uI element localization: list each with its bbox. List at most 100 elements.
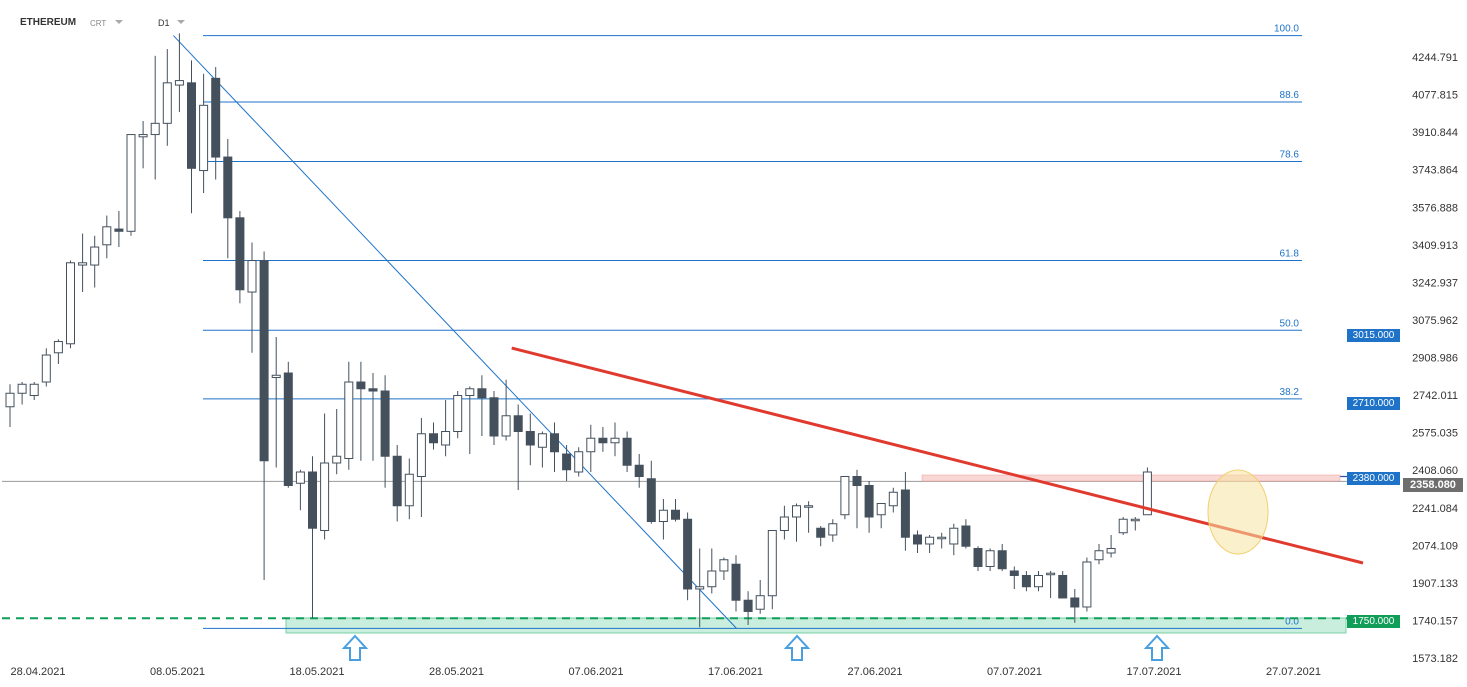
candle-body	[247, 260, 257, 293]
symbol-label[interactable]: ETHEREUM	[20, 17, 77, 28]
candle-body	[634, 464, 644, 477]
price-tag-2380: 2380.000	[1347, 472, 1400, 485]
candle-body	[792, 505, 801, 518]
candle-body	[1130, 518, 1140, 522]
y-tick-label: 1907.133	[1412, 578, 1458, 590]
resistance-zone	[921, 474, 1341, 482]
fibonacci-levels: 100.0 88.6 78.6 61.8 50.0 38.2 0.0	[203, 24, 1302, 629]
fib-diagonal	[173, 35, 737, 629]
candle-body	[985, 550, 995, 567]
candle-body	[622, 437, 632, 466]
current-price-tag: 2358.080	[1403, 478, 1463, 492]
price-tag-3015: 3015.000	[1347, 329, 1400, 342]
fib-diagonal-line	[173, 35, 737, 629]
x-tick-label: 08.05.2021	[150, 666, 205, 678]
y-tick-label: 3910.844	[1412, 127, 1458, 139]
fib-label-88.6: 88.6	[1280, 90, 1300, 101]
candle-body	[211, 77, 221, 158]
candle-body	[1082, 561, 1092, 608]
candle-body	[1058, 574, 1068, 599]
candle-body	[852, 475, 862, 486]
y-tick-label: 2575.035	[1412, 428, 1458, 440]
candle-body	[840, 475, 850, 516]
candle-body	[102, 226, 112, 246]
source-dropdown-icon[interactable]	[115, 20, 123, 24]
candle-body	[816, 527, 826, 538]
candle-body	[199, 104, 209, 172]
candle-body	[1106, 547, 1116, 554]
y-tick-label: 2241.084	[1412, 503, 1458, 515]
horizontal-levels	[2, 475, 1400, 620]
fib-label-61.8: 61.8	[1280, 249, 1300, 260]
candle-body	[695, 586, 705, 590]
candle-body	[755, 595, 765, 610]
candle-body	[17, 383, 27, 394]
candle-body	[1046, 572, 1056, 576]
candle-body	[344, 381, 354, 460]
candle-body	[683, 518, 693, 590]
candle-body	[574, 451, 584, 473]
candle-body	[223, 156, 233, 219]
candle-body	[477, 388, 487, 399]
candle-body	[404, 473, 414, 507]
candle-body	[828, 523, 838, 536]
candle-body	[1070, 597, 1080, 608]
support-arrows	[341, 634, 1171, 661]
candle-body	[162, 82, 172, 124]
timeframe-label[interactable]: D1	[158, 18, 170, 28]
candle-body	[174, 80, 184, 86]
candle-body	[90, 246, 100, 266]
x-tick-label: 17.07.2021	[1126, 666, 1181, 678]
source-label[interactable]: CRT	[90, 19, 107, 28]
candle-body	[380, 390, 390, 457]
candle-body	[900, 489, 910, 538]
candle-body	[997, 550, 1007, 570]
x-axis: 28.04.2021 08.05.2021 18.05.2021 28.05.2021…	[10, 666, 1321, 678]
candle-body	[126, 134, 136, 232]
fib-label-50.0: 50.0	[1280, 318, 1300, 329]
candle-body	[743, 599, 753, 612]
support-arrow-icon	[1143, 634, 1171, 661]
candle-body	[598, 437, 608, 444]
candle-body	[961, 525, 971, 547]
candle-body	[441, 431, 451, 446]
candle-body	[671, 509, 680, 520]
candle-body	[525, 431, 535, 446]
candle-body	[513, 415, 523, 433]
candle-body	[332, 455, 342, 464]
candle-body	[356, 381, 366, 390]
candle-body	[392, 455, 402, 507]
y-tick-label: 2742.011	[1413, 390, 1458, 402]
candle-body	[1009, 570, 1019, 576]
y-tick-label: 3743.864	[1412, 165, 1458, 177]
candle-body	[707, 570, 717, 588]
candle-body	[610, 437, 620, 444]
candle-body	[320, 462, 330, 531]
candle-body	[283, 372, 293, 486]
candle-body	[271, 374, 281, 379]
candle-body	[429, 433, 438, 444]
x-tick-label: 27.07.2021	[1266, 666, 1321, 678]
candle-body	[1021, 574, 1031, 588]
y-tick-label: 3242.937	[1412, 277, 1458, 289]
candle-body	[416, 433, 426, 477]
support-arrow-icon	[783, 634, 811, 661]
candle-body	[29, 383, 39, 397]
candle-body	[804, 505, 814, 508]
candle-body	[259, 260, 269, 462]
candle-body	[949, 527, 959, 545]
price-tag-1750: 1750.000	[1347, 615, 1400, 628]
y-axis: 4244.791 4077.815 3910.844 3743.864 3576.888…	[1412, 52, 1458, 665]
candle-body	[925, 536, 935, 545]
fib-label-78.6: 78.6	[1280, 150, 1300, 161]
candle-body	[1142, 471, 1152, 516]
x-tick-label: 28.04.2021	[10, 666, 65, 678]
candles	[5, 33, 1152, 628]
candle-body	[1118, 518, 1128, 534]
candle-body	[41, 354, 51, 383]
candle-body	[888, 491, 898, 507]
candle-body	[489, 397, 499, 437]
price-tag-2710: 2710.000	[1347, 397, 1400, 410]
timeframe-dropdown-icon[interactable]	[177, 20, 185, 24]
